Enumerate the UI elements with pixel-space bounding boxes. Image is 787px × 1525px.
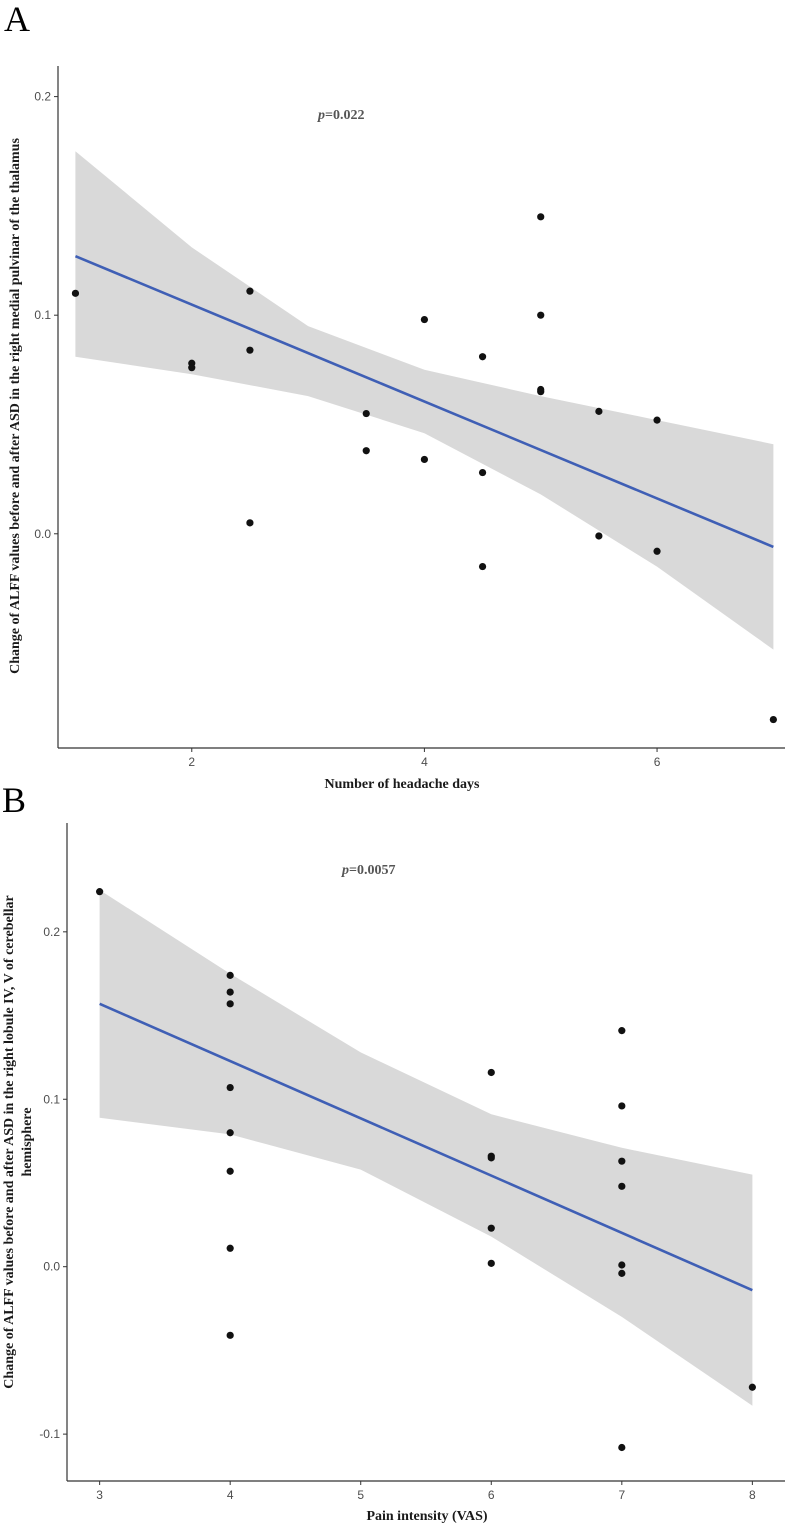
panel-a-data-point-14 bbox=[537, 311, 545, 319]
panel-b-data-point-19 bbox=[618, 1269, 626, 1277]
panel-b-p-number: =0.0057 bbox=[349, 863, 395, 878]
panel-a-data-point-13 bbox=[537, 213, 545, 221]
panel-b: B 3 4 5 6 7 8 -0.1 0.0 0.1 0.2 p=0.0057 Pain int… bbox=[2, 780, 785, 1524]
panel-a-y-tick-label-0: 0.0 bbox=[34, 527, 51, 541]
panel-b-y-ticks: -0.1 0.0 0.1 0.2 bbox=[39, 925, 67, 1441]
panel-a-y-tick-label-1: 0.1 bbox=[34, 308, 51, 322]
panel-b-x-tick-label-3: 6 bbox=[488, 1488, 495, 1502]
panel-a-x-axis-title: Number of headache days bbox=[325, 777, 480, 792]
panel-b-data-point-3 bbox=[226, 1000, 234, 1008]
panel-b-y-tick-label-3: 0.2 bbox=[43, 925, 60, 939]
panel-b-data-point-20 bbox=[618, 1443, 626, 1452]
panel-a-y-ticks: 0.0 0.1 0.2 bbox=[34, 90, 58, 541]
panel-a-data-point-19 bbox=[653, 416, 661, 424]
panel-a-y-tick-label-2: 0.2 bbox=[34, 90, 51, 104]
panel-b-x-tick-label-1: 4 bbox=[227, 1488, 234, 1502]
panel-b-fit-line-layer bbox=[99, 1002, 753, 1292]
panel-a-data-point-9 bbox=[420, 455, 429, 464]
panel-b-points-layer bbox=[96, 888, 756, 1452]
panel-b-y-tick-label-1: 0.0 bbox=[43, 1260, 60, 1274]
panel-b-data-point-14 bbox=[618, 1027, 626, 1035]
panel-b-data-point-12 bbox=[487, 1224, 495, 1232]
panel-a-p-number: =0.022 bbox=[325, 108, 364, 123]
panel-b-data-point-7 bbox=[226, 1244, 234, 1252]
panel-b-letter: B bbox=[2, 780, 26, 820]
panel-a-axes bbox=[57, 66, 785, 749]
panel-a-letter: A bbox=[4, 0, 30, 39]
panel-a-fit-line-layer bbox=[74, 254, 774, 549]
panel-a-data-point-4 bbox=[246, 346, 254, 354]
panel-b-x-axis-title: Pain intensity (VAS) bbox=[366, 1509, 487, 1524]
panel-b-data-point-4 bbox=[226, 1083, 234, 1092]
panel-b-p-symbol: p bbox=[341, 863, 349, 878]
panel-a-regression-line bbox=[74, 254, 774, 549]
panel-b-data-point-5 bbox=[226, 1129, 234, 1137]
panel-b-data-point-15 bbox=[618, 1102, 626, 1110]
panel-b-data-point-21 bbox=[748, 1383, 756, 1391]
panel-b-data-point-1 bbox=[226, 971, 234, 979]
panel-a-data-point-0 bbox=[71, 289, 80, 297]
panel-a-p-symbol: p bbox=[317, 108, 325, 123]
panel-a-data-point-21 bbox=[769, 715, 777, 724]
panel-b-x-tick-label-4: 7 bbox=[618, 1488, 625, 1502]
panel-a-data-point-18 bbox=[595, 532, 603, 540]
panel-a-y-axis-title: Change of ALFF values before and after A… bbox=[8, 138, 23, 674]
panel-b-y-tick-label-0: -0.1 bbox=[39, 1427, 60, 1441]
panel-b-p-value: p=0.0057 bbox=[341, 863, 395, 878]
panel-b-y-axis-title-line-2: hemisphere bbox=[20, 1108, 35, 1177]
panel-b-data-point-17 bbox=[618, 1182, 626, 1190]
panel-a-data-point-20 bbox=[653, 547, 661, 555]
panel-b-data-point-0 bbox=[96, 888, 104, 896]
panel-a-data-point-12 bbox=[478, 562, 487, 571]
panel-b-data-point-18 bbox=[618, 1261, 626, 1269]
panel-b-y-tick-label-2: 0.1 bbox=[43, 1092, 60, 1106]
panel-a-data-point-17 bbox=[595, 407, 603, 415]
panel-a-data-point-10 bbox=[478, 353, 487, 361]
panel-b-data-point-8 bbox=[226, 1331, 234, 1339]
panel-a-data-point-5 bbox=[246, 519, 254, 527]
panel-a-data-point-16 bbox=[537, 388, 545, 396]
panel-b-data-point-6 bbox=[226, 1167, 234, 1175]
panel-b-axes bbox=[66, 823, 785, 1482]
panel-b-data-point-2 bbox=[226, 988, 234, 996]
panel-b-data-point-11 bbox=[487, 1154, 495, 1162]
panel-a-x-ticks: 2 4 6 bbox=[188, 748, 661, 769]
panel-b-y-axis-title-line-1: Change of ALFF values before and after A… bbox=[2, 895, 17, 1388]
panel-a-x-tick-label-1: 4 bbox=[421, 755, 428, 769]
panel-a-points-layer bbox=[71, 213, 777, 724]
panel-a-x-tick-label-0: 2 bbox=[188, 755, 195, 769]
panel-b-x-tick-label-0: 3 bbox=[96, 1488, 103, 1502]
panel-a-data-point-7 bbox=[362, 447, 370, 455]
panel-a-p-value: p=0.022 bbox=[317, 108, 364, 123]
panel-a-x-tick-label-2: 6 bbox=[654, 755, 661, 769]
panel-b-data-point-13 bbox=[487, 1259, 495, 1267]
panel-b-regression-line bbox=[99, 1002, 753, 1292]
panel-b-x-tick-label-2: 5 bbox=[357, 1488, 364, 1502]
panel-a-data-point-2 bbox=[188, 364, 196, 372]
panel-b-x-tick-label-5: 8 bbox=[749, 1488, 756, 1502]
panel-a-data-point-3 bbox=[246, 287, 254, 295]
panel-b-data-point-9 bbox=[487, 1068, 495, 1077]
panel-b-data-point-16 bbox=[618, 1157, 626, 1165]
panel-a: A 2 4 6 0.0 0.1 0.2 p=0.022 Number of headac… bbox=[4, 0, 785, 792]
panel-b-x-ticks: 3 4 5 6 7 8 bbox=[96, 1481, 756, 1502]
panel-a-data-point-11 bbox=[478, 468, 487, 477]
panel-a-data-point-6 bbox=[362, 409, 370, 418]
panel-a-data-point-8 bbox=[420, 315, 429, 324]
